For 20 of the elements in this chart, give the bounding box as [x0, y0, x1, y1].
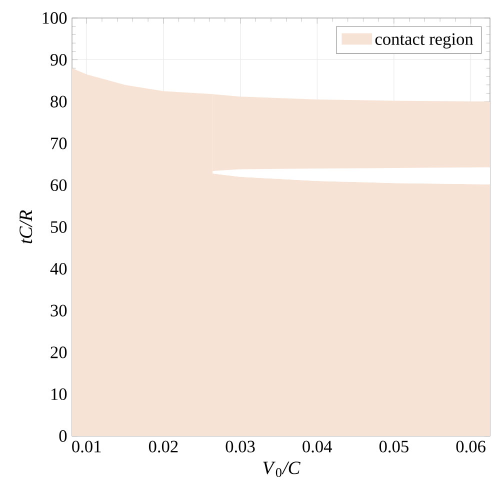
y-tick-label: 100 — [42, 12, 67, 24]
x-axis-title: V$_{0}$/C — [263, 462, 300, 478]
y-tick-label: 20 — [50, 346, 67, 358]
legend-label: contact region — [375, 33, 474, 49]
y-tick-label: 90 — [50, 54, 67, 66]
y-axis-title: tC/R — [20, 210, 32, 244]
y-tick-label: 60 — [50, 179, 67, 192]
x-tick-label: 0.05 — [379, 440, 408, 452]
y-tick-label: 70 — [51, 138, 67, 150]
x-tick-label: 0.03 — [226, 440, 255, 452]
y-tick-label: 50 — [50, 221, 67, 233]
x-tick-label: 0.02 — [148, 440, 178, 452]
x-tick-label: 0.01 — [72, 440, 101, 452]
y-tick-label: 0 — [59, 430, 67, 442]
x-tick-label: 0.04 — [302, 440, 332, 452]
y-tick-label: 10 — [51, 388, 67, 400]
y-tick-label: 80 — [50, 96, 67, 108]
y-tick-label: 30 — [50, 304, 67, 316]
y-tick-label: 40 — [50, 262, 67, 275]
x-tick-label: 0.06 — [456, 440, 486, 452]
